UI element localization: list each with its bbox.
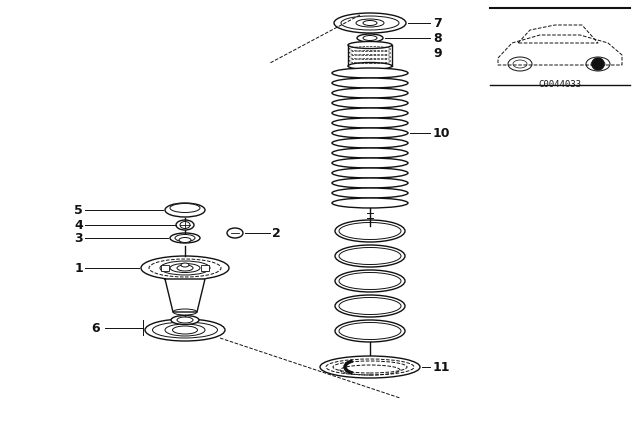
Ellipse shape — [152, 322, 218, 338]
Ellipse shape — [170, 233, 200, 243]
Ellipse shape — [175, 234, 195, 241]
Ellipse shape — [332, 78, 408, 88]
Text: 9: 9 — [433, 47, 442, 60]
Ellipse shape — [227, 228, 243, 238]
Ellipse shape — [177, 265, 193, 271]
Ellipse shape — [332, 68, 408, 78]
Text: 5: 5 — [74, 203, 83, 216]
Text: 1: 1 — [74, 262, 83, 275]
Ellipse shape — [332, 198, 408, 208]
Bar — [201, 265, 209, 271]
Ellipse shape — [149, 259, 221, 277]
Ellipse shape — [332, 148, 408, 158]
Ellipse shape — [356, 19, 384, 27]
Ellipse shape — [332, 128, 408, 138]
Ellipse shape — [333, 361, 407, 373]
Ellipse shape — [170, 203, 200, 212]
Ellipse shape — [181, 263, 189, 267]
Ellipse shape — [334, 13, 406, 33]
Text: C0044033: C0044033 — [538, 80, 582, 89]
Ellipse shape — [145, 319, 225, 341]
Ellipse shape — [171, 315, 199, 324]
Ellipse shape — [170, 263, 200, 272]
Ellipse shape — [180, 221, 190, 228]
Ellipse shape — [141, 256, 229, 280]
Ellipse shape — [332, 108, 408, 118]
Ellipse shape — [173, 326, 198, 334]
Bar — [161, 265, 169, 271]
Ellipse shape — [179, 237, 191, 242]
Ellipse shape — [173, 309, 197, 315]
Ellipse shape — [332, 88, 408, 98]
Text: 10: 10 — [433, 126, 451, 139]
Text: 3: 3 — [74, 232, 83, 245]
Ellipse shape — [165, 324, 205, 336]
Text: 8: 8 — [433, 31, 442, 44]
Ellipse shape — [357, 34, 383, 42]
Polygon shape — [165, 279, 205, 312]
Ellipse shape — [160, 261, 210, 275]
Ellipse shape — [332, 118, 408, 128]
Ellipse shape — [165, 203, 205, 217]
Circle shape — [592, 58, 604, 70]
Ellipse shape — [326, 359, 414, 375]
Text: 2: 2 — [272, 227, 281, 240]
Ellipse shape — [177, 317, 193, 323]
Ellipse shape — [348, 42, 392, 48]
Text: 6: 6 — [92, 322, 100, 335]
Text: 11: 11 — [433, 361, 451, 374]
Ellipse shape — [332, 158, 408, 168]
Ellipse shape — [363, 35, 377, 40]
Ellipse shape — [332, 168, 408, 178]
Text: 4: 4 — [74, 219, 83, 232]
Ellipse shape — [176, 220, 194, 230]
Ellipse shape — [332, 188, 408, 198]
Ellipse shape — [332, 98, 408, 108]
Ellipse shape — [320, 356, 420, 378]
Ellipse shape — [363, 21, 377, 26]
Ellipse shape — [332, 138, 408, 148]
Text: 7: 7 — [433, 17, 442, 30]
Ellipse shape — [341, 16, 399, 30]
Ellipse shape — [348, 63, 392, 69]
Ellipse shape — [332, 178, 408, 188]
